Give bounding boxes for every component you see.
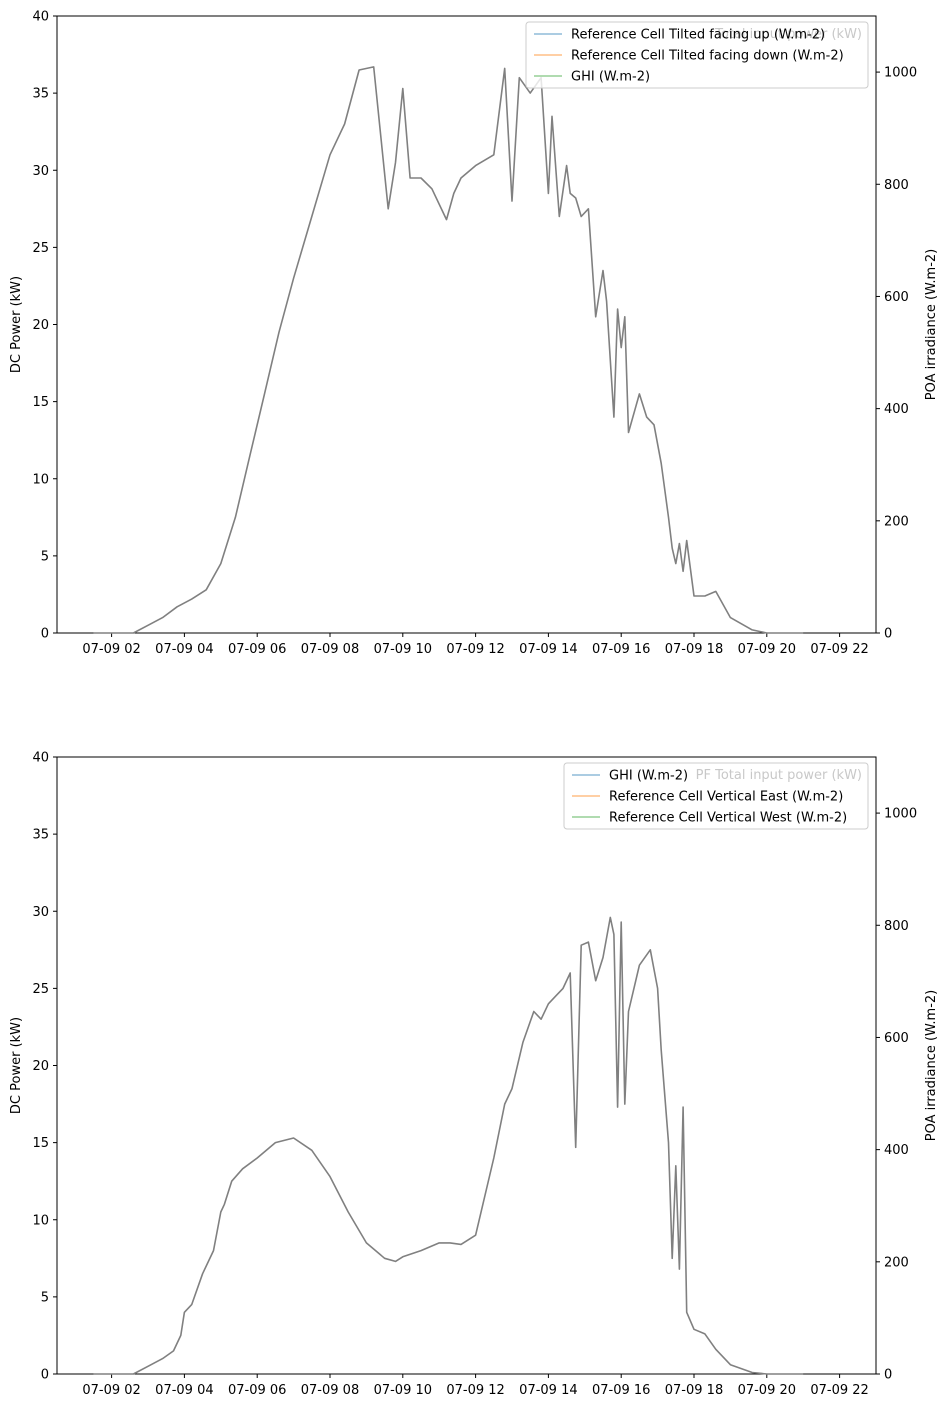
y-tick-label: 25	[32, 241, 49, 256]
x-tick-label: 07-09 20	[738, 642, 796, 657]
x-tick-label: 07-09 04	[155, 642, 213, 657]
legend-label: Reference Cell Tilted facing down (W.m-2…	[571, 49, 844, 64]
x-tick-label: 07-09 04	[155, 1383, 213, 1398]
y-tick-label: 0	[41, 1368, 49, 1383]
x-tick-label: 07-09 06	[228, 1383, 286, 1398]
y-tick-label: 0	[41, 627, 49, 642]
y2-tick-label: 600	[884, 1031, 909, 1046]
y-tick-label: 35	[32, 828, 49, 843]
legend-label: GHI (W.m-2)	[571, 70, 650, 85]
x-tick-label: 07-09 06	[228, 642, 286, 657]
y-tick-label: 15	[32, 1136, 49, 1151]
x-tick-label: 07-09 14	[519, 1383, 577, 1398]
x-tick-label: 07-09 02	[82, 1383, 140, 1398]
x-tick-label: 07-09 08	[301, 1383, 359, 1398]
y-tick-label: 30	[32, 905, 49, 920]
x-tick-label: 07-09 20	[738, 1383, 796, 1398]
y2-axis-label: POA irradiance (W.m-2)	[924, 990, 939, 1142]
x-tick-label: 07-09 18	[665, 1383, 723, 1398]
x-tick-label: 07-09 16	[592, 642, 650, 657]
y2-tick-label: 600	[884, 290, 909, 305]
series-line	[93, 916, 804, 1375]
x-tick-label: 07-09 10	[374, 1383, 432, 1398]
y-tick-label: 40	[32, 751, 49, 766]
x-tick-label: 07-09 08	[301, 642, 359, 657]
y-tick-label: 35	[32, 87, 49, 102]
plot-frame	[56, 15, 877, 634]
y-tick-label: 15	[32, 395, 49, 410]
y2-tick-label: 800	[884, 178, 909, 193]
x-tick-label: 07-09 12	[446, 1383, 504, 1398]
y-tick-label: 5	[41, 549, 49, 564]
legend-label: Reference Cell Tilted facing up (W.m-2)	[571, 28, 825, 43]
legend-label: Reference Cell Vertical West (W.m-2)	[609, 811, 847, 826]
y2-tick-label: 200	[884, 514, 909, 529]
x-tick-label: 07-09 18	[665, 642, 723, 657]
legend-label: Reference Cell Vertical East (W.m-2)	[609, 790, 843, 805]
x-tick-label: 07-09 22	[810, 1383, 868, 1398]
y2-tick-label: 200	[884, 1255, 909, 1270]
y2-axis-label: POA irradiance (W.m-2)	[924, 249, 939, 401]
y2-tick-label: 1000	[884, 66, 917, 81]
x-tick-label: 07-09 02	[82, 642, 140, 657]
y-tick-label: 20	[32, 318, 49, 333]
x-tick-label: 07-09 22	[810, 642, 868, 657]
y-axis-label: DC Power (kW)	[9, 1017, 24, 1114]
x-tick-label: 07-09 16	[592, 1383, 650, 1398]
plot-frame	[56, 756, 877, 1375]
y-tick-label: 10	[32, 1213, 49, 1228]
legend-box	[563, 762, 869, 830]
y-tick-label: 5	[41, 1290, 49, 1305]
y2-tick-label: 0	[884, 627, 892, 642]
y-axis-label: DC Power (kW)	[9, 276, 24, 373]
y-tick-label: 10	[32, 472, 49, 487]
legend-label: GHI (W.m-2)	[609, 769, 688, 784]
x-tick-label: 07-09 14	[519, 642, 577, 657]
y-tick-label: 30	[32, 164, 49, 179]
x-tick-label: 07-09 10	[374, 642, 432, 657]
y2-tick-label: 0	[884, 1368, 892, 1383]
y2-tick-label: 400	[884, 1143, 909, 1158]
y-tick-label: 20	[32, 1059, 49, 1074]
legend-box	[525, 21, 869, 89]
series-line	[93, 66, 804, 634]
y-tick-label: 25	[32, 982, 49, 997]
y2-tick-label: 800	[884, 919, 909, 934]
legend-ghost-label: Total input power (kW)	[714, 27, 862, 42]
y-tick-label: 40	[32, 10, 49, 25]
y2-tick-label: 400	[884, 402, 909, 417]
x-tick-label: 07-09 12	[446, 642, 504, 657]
legend-ghost-label: PF Total input power (kW)	[696, 768, 862, 783]
y2-tick-label: 1000	[884, 807, 917, 822]
